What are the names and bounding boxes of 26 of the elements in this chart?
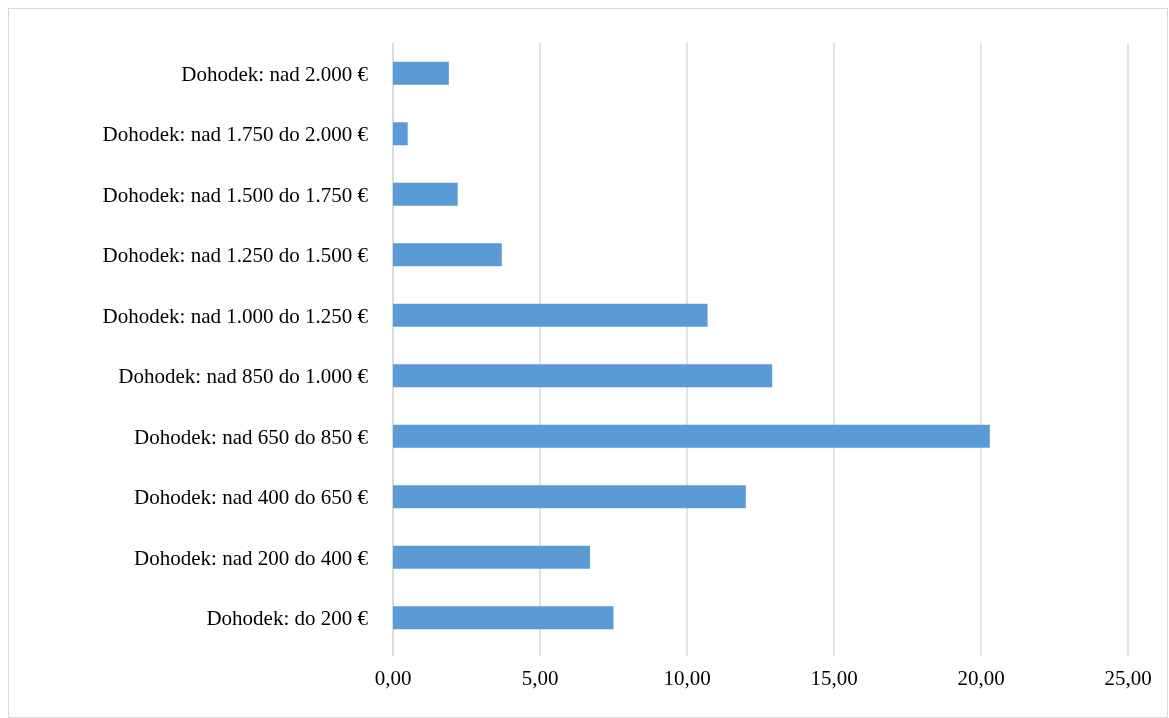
x-tick-label: 0,00 [374, 666, 412, 690]
y-tick-label: Dohodek: nad 1.000 do 1.250 € [102, 303, 369, 328]
bar [393, 182, 458, 206]
y-tick-label: Dohodek: do 200 € [206, 606, 369, 631]
bar [393, 364, 773, 388]
y-tick-label: Dohodek: nad 400 do 650 € [134, 485, 369, 510]
y-tick-label: Dohodek: nad 650 do 850 € [134, 424, 369, 449]
y-tick-label: Dohodek: nad 850 do 1.000 € [118, 364, 369, 389]
bar [393, 122, 408, 146]
y-tick-label: Dohodek: nad 1.750 do 2.000 € [102, 122, 369, 147]
x-tick-label: 15,00 [810, 666, 858, 690]
bar [393, 424, 990, 448]
bar [393, 545, 590, 569]
bar [393, 303, 708, 327]
y-tick-label: Dohodek: nad 1.250 do 1.500 € [102, 243, 369, 268]
y-tick-label: Dohodek: nad 200 do 400 € [134, 545, 369, 570]
bar [393, 61, 449, 85]
bar [393, 606, 614, 630]
x-tick-label: 10,00 [663, 666, 711, 690]
bar [393, 243, 502, 267]
y-tick-label: Dohodek: nad 1.500 do 1.750 € [102, 182, 369, 207]
y-tick-label: Dohodek: nad 2.000 € [181, 61, 369, 86]
x-tick-label: 5,00 [521, 666, 559, 690]
x-tick-label: 25,00 [1104, 666, 1152, 690]
x-tick-label: 20,00 [957, 666, 1005, 690]
bar [393, 485, 746, 509]
